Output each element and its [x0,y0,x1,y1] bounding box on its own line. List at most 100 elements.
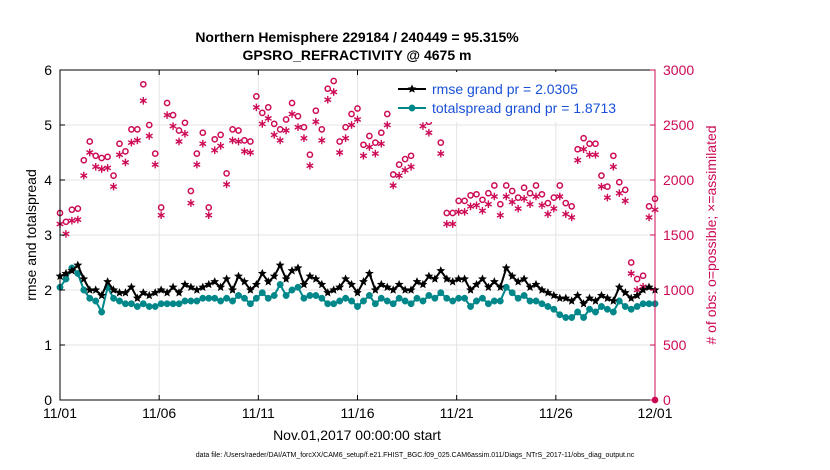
obs-possible-point [258,109,266,117]
totalspread-point [187,297,195,305]
totalspread-point [639,300,647,308]
totalspread-point [151,303,159,310]
obs-assimilated-point [133,136,141,145]
obs-possible-point [348,110,355,118]
asterisk-stroke [276,137,284,143]
obs-possible-point [485,189,492,197]
totalspread-point [282,292,290,299]
totalspread-point [163,300,171,308]
asterisk-stroke [300,135,308,141]
asterisk-stroke [621,198,629,204]
rmse-point [555,293,565,303]
obs-possible-point [235,127,242,134]
obs-possible-point [598,172,605,179]
asterisk-stroke [282,127,290,134]
y-tick-label-right: 1000 [663,282,694,298]
obs-assimilated-point [377,139,385,148]
totalspread-point [246,300,254,308]
asterisk-stroke [514,206,522,212]
legend-rmse-marker [407,84,417,93]
totalspread-point [258,289,266,297]
obs-assimilated-point [579,145,588,153]
rmse-point [382,282,392,292]
totalspread-point [235,292,242,299]
rmse-point [144,290,154,300]
rmse-point [341,274,350,283]
obs-assimilated-point [627,269,635,278]
obs-possible-point [253,93,260,100]
rmse-point [495,282,505,292]
totalspread-point [354,303,361,310]
asterisk-stroke [157,212,165,218]
obs-possible-point [627,259,635,266]
asterisk-stroke [127,140,136,146]
rmse-point [418,279,428,289]
obs-possible-point [205,204,213,211]
rmse-point [305,271,315,281]
rmse-point [186,282,196,292]
obs-assimilated-point [556,192,564,201]
obs-assimilated-point [550,204,558,213]
rmse-point [507,271,517,281]
obs-possible-point [443,209,451,217]
asterisk-stroke [371,151,379,157]
totalspread-point [169,300,177,308]
totalspread-point [133,303,141,310]
obs-assimilated-point [532,192,540,201]
totalspread-point [116,297,123,305]
asterisk-stroke [264,115,272,121]
asterisk-stroke [460,209,469,215]
totalspread-point [621,303,629,310]
obs-assimilated-point [389,181,397,190]
totalspread-point [407,300,415,308]
asterisk-stroke [324,97,332,103]
asterisk-stroke [80,173,88,179]
obs-assimilated-point [139,97,147,105]
x-tick-label: 11/16 [341,405,375,421]
totalspread-point [508,289,516,297]
asterisk-stroke [401,167,409,173]
asterisk-stroke [68,218,76,224]
obs-possible-point [157,204,165,211]
rmse-point [359,277,368,286]
obs-possible-point [247,138,254,145]
asterisk-stroke [92,164,100,170]
obs-assimilated-point [502,192,510,201]
obs-possible-point [306,151,314,159]
asterisk-stroke [187,200,195,206]
asterisk-stroke [389,182,397,189]
totalspread-point [92,297,100,305]
rmse-point [228,285,238,294]
rmse-point [329,285,339,294]
asterisk-stroke [443,221,451,227]
rmse-point [281,274,291,283]
obs-possible-point [604,183,611,190]
obs-possible-point [264,104,272,111]
obs-possible-point [187,187,195,195]
asterisk-stroke [336,149,344,156]
rmse-point [246,285,255,294]
totalspread-point [395,294,403,302]
legend: rmse grand pr = 2.0305 totalspread grand… [395,72,648,122]
obs-possible-point [288,99,296,107]
obs-possible-point [128,126,135,133]
asterisk-stroke [240,148,249,154]
y-tick-label-left: 4 [44,172,52,188]
totalspread-point [419,297,427,305]
asterisk-stroke [252,104,260,110]
totalspread-point [86,294,94,302]
obs-possible-point [633,275,641,283]
totalspread-point [425,292,433,299]
obs-assimilated-point [472,201,481,210]
y-tick-label-left: 3 [44,227,52,243]
obs-possible-point [502,182,510,189]
rmse-point [531,279,541,289]
obs-assimilated-point [86,148,94,157]
series-3 [56,88,659,294]
obs-assimilated-point [288,110,296,118]
obs-assimilated-point [336,148,344,157]
obs-possible-point [139,80,147,88]
obs-possible-point [568,203,576,210]
obs-assimilated-point [151,160,159,169]
totalspread-point [270,292,278,299]
